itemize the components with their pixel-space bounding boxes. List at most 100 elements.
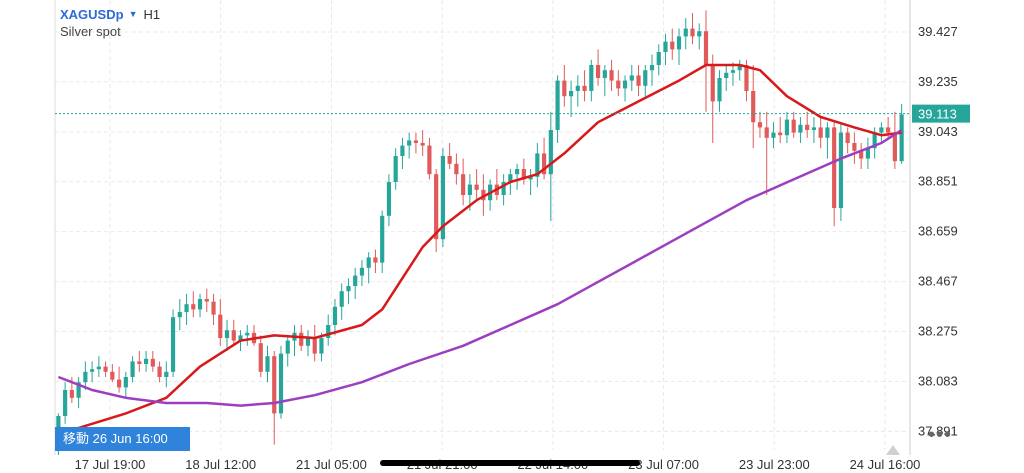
candle-up xyxy=(811,127,817,130)
candle-up xyxy=(555,80,560,130)
candle-up xyxy=(535,153,540,177)
candle-down xyxy=(191,304,196,310)
chevron-down-icon[interactable]: ▼ xyxy=(128,9,138,19)
candle-down xyxy=(670,41,675,50)
candle-up xyxy=(501,182,506,195)
x-tick-label: 21 Jul 05:00 xyxy=(296,457,367,472)
y-tick-label: 39.235 xyxy=(918,74,958,89)
candle-down xyxy=(454,163,459,175)
candle-up xyxy=(224,330,230,338)
candle-up xyxy=(515,169,520,175)
candle-up xyxy=(278,353,284,414)
home-indicator xyxy=(380,460,640,466)
candle-up xyxy=(265,356,270,372)
jump-to-date-button[interactable]: 移動 26 Jun 16:00 xyxy=(55,427,190,451)
candle-down xyxy=(299,332,304,346)
instrument-description: Silver spot xyxy=(60,24,121,39)
candle-up xyxy=(319,338,324,354)
candle-down xyxy=(474,184,479,190)
candle-up xyxy=(879,127,884,133)
candle-up xyxy=(676,36,682,50)
candle-up xyxy=(467,184,472,195)
current-price-label: 39.113 xyxy=(918,107,957,122)
candle-up xyxy=(339,291,344,307)
candle-down xyxy=(447,156,452,164)
x-tick-label: 23 Jul 23:00 xyxy=(739,457,810,472)
candle-up xyxy=(899,114,904,162)
y-tick-label: 39.043 xyxy=(918,124,958,139)
candle-up xyxy=(568,91,574,97)
candle-down xyxy=(757,122,763,128)
y-tick-label: 38.083 xyxy=(918,373,958,388)
candle-down xyxy=(231,330,236,341)
candle-down xyxy=(434,174,439,240)
candle-up xyxy=(63,390,68,416)
candle-up xyxy=(717,78,722,102)
x-tick-label: 24 Jul 16:00 xyxy=(850,457,921,472)
candle-down xyxy=(541,153,547,175)
candle-down xyxy=(751,91,756,123)
candle-down xyxy=(218,314,223,338)
x-tick-label: 23 Jul 07:00 xyxy=(628,457,699,472)
candle-down xyxy=(710,65,715,102)
candle-down xyxy=(116,379,122,388)
symbol-name[interactable]: XAGUSDp xyxy=(60,6,124,22)
candle-up xyxy=(602,70,607,78)
chart-header: XAGUSDp ▼ H1 Silver spot xyxy=(60,6,160,40)
candle-up xyxy=(528,176,533,180)
candle-down xyxy=(703,31,709,65)
candle-up xyxy=(784,119,790,136)
candle-down xyxy=(778,132,783,136)
scroll-to-end-icon[interactable] xyxy=(886,445,900,455)
candle-down xyxy=(413,140,419,143)
candle-up xyxy=(285,340,290,354)
moving-average-slow-line xyxy=(57,128,903,407)
candle-up xyxy=(346,286,351,292)
candle-up xyxy=(305,338,311,346)
candle-down xyxy=(582,85,587,91)
candle-up xyxy=(656,52,661,65)
candle-down xyxy=(892,132,897,162)
candle-up xyxy=(393,156,398,182)
candle-up xyxy=(548,130,553,175)
candle-down xyxy=(818,127,823,138)
candle-down xyxy=(562,80,567,97)
candle-up xyxy=(130,361,135,377)
x-tick-label: 18 Jul 12:00 xyxy=(185,457,256,472)
candle-up xyxy=(629,75,634,81)
candle-up xyxy=(359,267,365,276)
candle-up xyxy=(407,140,412,146)
more-horizontal-icon[interactable]: ••• xyxy=(928,424,953,446)
candle-down xyxy=(137,361,142,364)
candle-up xyxy=(380,215,385,263)
candle-down xyxy=(150,358,155,367)
timeframe-label[interactable]: H1 xyxy=(143,6,161,22)
candle-down xyxy=(521,169,526,180)
candle-up xyxy=(197,299,203,310)
candle-up xyxy=(238,335,243,341)
candle-up xyxy=(386,182,392,216)
candle-down xyxy=(744,65,749,91)
candle-down xyxy=(312,338,317,354)
candle-down xyxy=(211,301,216,315)
candle-down xyxy=(272,356,277,414)
candle-up xyxy=(400,145,405,156)
candle-down xyxy=(616,80,621,89)
y-tick-label: 38.467 xyxy=(918,274,958,289)
candle-down xyxy=(69,390,74,398)
candle-up xyxy=(737,65,742,71)
candle-up xyxy=(184,304,189,312)
candle-up xyxy=(508,174,513,182)
candle-up xyxy=(697,31,702,37)
symbol-selector[interactable]: XAGUSDp ▼ H1 xyxy=(60,6,160,22)
candle-down xyxy=(595,65,601,78)
candle-down xyxy=(886,127,891,133)
candle-up xyxy=(663,41,668,52)
candle-up xyxy=(865,148,870,159)
candle-down xyxy=(859,150,864,159)
candle-up xyxy=(170,317,176,372)
candle-up xyxy=(164,371,169,377)
y-tick-label: 38.659 xyxy=(918,224,958,239)
candle-up xyxy=(649,65,655,71)
